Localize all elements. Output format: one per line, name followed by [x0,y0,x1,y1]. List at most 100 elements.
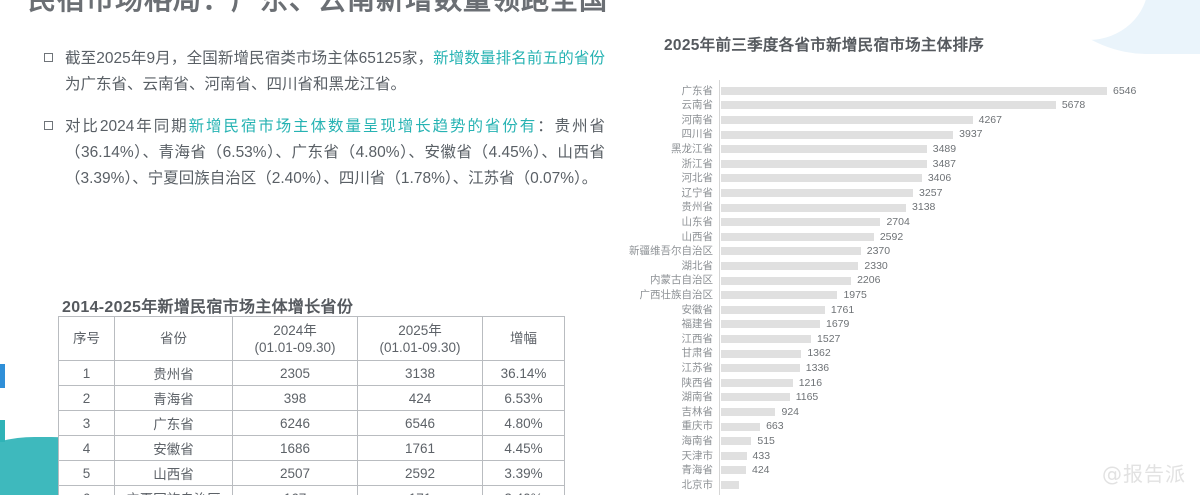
chart-value-label: 663 [766,420,784,433]
bullet-plain-text: ：贵州省（36.14%）、青海省（6.53%）、广东省（4.80%）、安徽省（4… [65,118,605,187]
table-cell-growth: 36.14% [482,360,565,386]
chart-value-label: 1362 [807,347,831,360]
chart-bar [721,320,820,329]
chart-category-label: 重庆市 [681,420,714,433]
table-cell-growth: 4.80% [482,410,565,436]
chart-value-label: 4267 [978,113,1002,126]
table-cell-index: 5 [58,460,115,486]
chart-bar [721,203,907,212]
table-col-header: 2025年 (01.01-09.30) [357,316,483,361]
chart-title: 2025年前三季度各省市新增民宿市场主体排序 [664,37,985,54]
chart-bar [721,291,838,300]
table-cell-2024: 167 [232,485,358,495]
bullet-text: 对比2024年同期新增民宿市场主体数量呈现增长趋势的省份有：贵州省（36.14%… [65,114,605,192]
chart-value-label: 2206 [857,274,881,287]
table-cell-index: 1 [58,360,115,386]
chart-value-label: 3257 [919,186,943,199]
chart-category-label: 河南省 [681,113,714,126]
table-header-row: 序号 省份 2024年 (01.01-09.30) 2025年 (01.01-09.30)… [58,316,565,361]
chart-bar [721,145,927,154]
chart-bar [721,247,861,256]
table-cell-growth: 2.40% [482,485,565,495]
table-cell-index: 6 [58,485,115,495]
chart-value-label: 2592 [879,230,904,243]
chart-value-label: 1165 [795,391,819,404]
table-col-header: 省份 [114,316,233,361]
table-cell-2025: 171 [357,485,483,495]
chart-value-label: 1975 [843,288,867,301]
chart-value-label: 2370 [866,245,891,258]
table-cell-2025: 1761 [357,435,483,461]
chart-bar [721,159,927,168]
table-col-header-main: 2025年 [398,322,442,338]
decor-teal-bar [0,420,5,442]
chart-category-label: 黑龙江省 [671,142,713,155]
chart-category-label: 湖南省 [681,391,714,404]
bullet-item: 对比2024年同期新增民宿市场主体数量呈现增长趋势的省份有：贵州省（36.14%… [44,114,610,192]
table-cell-2024: 398 [232,385,358,411]
slide-title: 民宿市场格局：广东、云南新增数量领跑全国 [28,0,608,18]
chart-category-label: 海南省 [681,434,714,447]
chart-value-label: 3937 [959,128,983,141]
left-content-column: 截至2025年9月，全国新增民宿类市场主体65125家，新增数量排名前五的省份为… [0,46,610,208]
chart-value-label: 2704 [886,215,910,228]
table-cell-2024: 2305 [232,360,358,386]
chart-bar [721,305,825,314]
chart-bar [721,262,859,270]
bar-chart: 2025年前三季度各省市新增民宿市场主体排序 广东省 6546 云南省 5678 河南省… [600,0,1200,495]
table-header: 序号 省份 2024年 (01.01-09.30) 2025年 (01.01-09.30)… [58,316,565,361]
chart-category-label: 青海省 [681,464,714,477]
table-cell-province: 山西省 [114,460,233,486]
table-cell-province: 安徽省 [114,435,233,461]
table-col-header-sub: (01.01-09.30) [254,339,336,355]
chart-value-label: 1761 [830,303,855,316]
table-row: 3 广东省 6246 6546 4.80% [58,410,565,436]
table-col-header-main: 序号 [73,331,100,346]
chart-category-label: 陕西省 [681,376,714,389]
chart-value-label: 433 [752,449,771,462]
bullet-square-icon [44,121,53,130]
table-cell-province: 宁夏回族自治区 [114,485,233,495]
chart-bar [721,481,739,489]
chart-category-label: 新疆维吾尔自治区 [629,245,713,258]
table-row: 5 山西省 2507 2592 3.39% [58,460,565,486]
table-cell-growth: 3.39% [482,460,565,486]
chart-bar [721,116,973,124]
chart-category-label: 北京市 [681,478,714,491]
chart-category-label: 天津市 [681,449,714,462]
chart-category-label: 广东省 [681,84,714,97]
chart-bar [721,232,874,241]
chart-bar [721,101,1056,110]
table-cell-province: 广东省 [114,410,233,436]
chart-value-label: 3487 [932,157,956,170]
bullet-highlight-text: 新增民宿市场主体数量呈现增长趋势的省份有 [188,118,538,135]
bullet-list: 截至2025年9月，全国新增民宿类市场主体65125家，新增数量排名前五的省份为… [0,46,610,192]
chart-category-label: 辽宁省 [681,186,714,199]
chart-value-label: 1679 [826,318,850,331]
chart-category-label: 福建省 [681,318,714,331]
table-cell-2024: 6246 [232,410,358,436]
table-cell-2025: 2592 [357,460,483,486]
chart-value-label: 3406 [927,172,952,185]
chart-bar [721,189,914,197]
chart-bar [721,408,776,416]
table-cell-index: 4 [58,435,115,461]
table-row: 4 安徽省 1686 1761 4.45% [58,435,565,461]
chart-category-label: 贵州省 [681,201,714,214]
chart-category-label: 浙江省 [681,157,714,170]
chart-bar [721,422,761,431]
chart-bar [721,451,747,460]
chart-category-label: 湖北省 [681,259,714,272]
table-cell-2024: 1686 [232,435,358,461]
chart-category-label: 江苏省 [681,361,714,374]
chart-value-label: 1336 [805,361,830,374]
bullet-text: 截至2025年9月，全国新增民宿类市场主体65125家，新增数量排名前五的省份为… [65,46,605,98]
table-col-header-main: 增幅 [510,331,537,346]
chart-category-label: 内蒙古自治区 [650,274,713,287]
table-col-header-main: 2024年 [273,322,317,338]
bullet-square-icon [44,53,53,62]
bullet-item: 截至2025年9月，全国新增民宿类市场主体65125家，新增数量排名前五的省份为… [44,46,610,98]
chart-value-label: 6546 [1113,84,1137,97]
chart-bar [721,276,852,285]
chart-value-label: 2330 [864,259,888,272]
